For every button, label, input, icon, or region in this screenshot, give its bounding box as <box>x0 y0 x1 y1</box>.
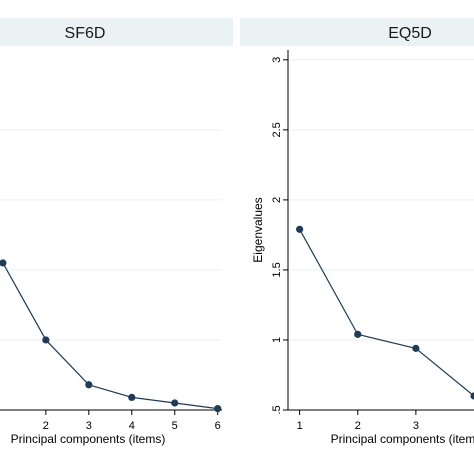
x-tick-label: 4 <box>129 420 135 432</box>
data-point <box>354 330 362 338</box>
data-point <box>171 399 179 407</box>
y-tick-label: .5 <box>271 405 283 414</box>
x-axis-title: Principal components (items) <box>331 432 474 446</box>
x-tick-label: 1 <box>297 420 303 432</box>
title-bar <box>240 18 474 46</box>
chart-panel-1: SF6D 2 3 4 5 6 Principal components (items) <box>0 0 233 474</box>
data-point <box>128 393 136 401</box>
series-line <box>299 229 474 397</box>
x-axis-title: Principal components (items) <box>11 432 166 446</box>
chart-title: SF6D <box>65 25 106 42</box>
x-tick-label: 5 <box>172 420 178 432</box>
data-point <box>214 404 222 413</box>
x-tick-label: 3 <box>413 420 419 432</box>
chart-title: EQ5D <box>388 25 432 42</box>
y-tick-label: 3 <box>271 57 283 63</box>
data-point <box>470 392 474 400</box>
panel-background <box>240 0 474 474</box>
y-tick-label: 2 <box>271 197 283 203</box>
y-axis-title: Eigenvalues <box>251 197 265 262</box>
data-point <box>412 344 420 352</box>
x-tick-label: 2 <box>43 420 49 432</box>
x-tick-label: 3 <box>86 420 92 432</box>
x-tick-label: 6 <box>215 420 221 432</box>
x-tick-label: 2 <box>355 420 361 432</box>
data-point <box>85 381 93 389</box>
panel-background <box>0 0 233 474</box>
data-point <box>0 259 7 267</box>
y-tick-label: 2.5 <box>271 122 283 137</box>
y-tick-label: 1.5 <box>271 262 283 277</box>
title-bar <box>0 18 233 46</box>
y-tick-label: 1 <box>271 337 283 343</box>
data-point <box>296 225 304 233</box>
data-point <box>42 336 50 344</box>
series-line <box>2 262 218 410</box>
